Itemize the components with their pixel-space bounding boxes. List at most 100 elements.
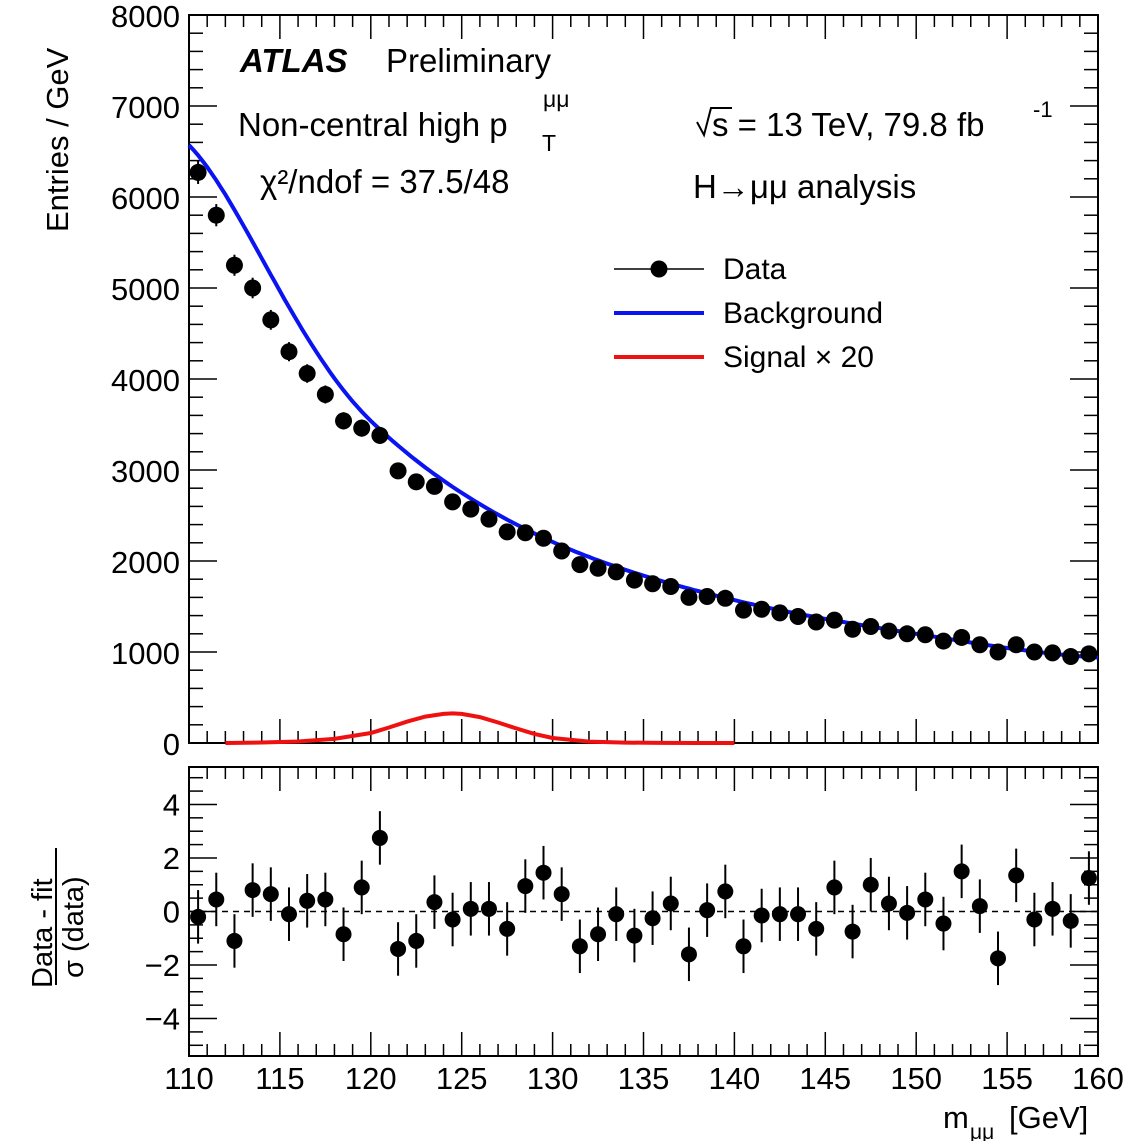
ratio-point: [1080, 870, 1097, 887]
data-point: [353, 419, 371, 437]
ratio-point: [590, 926, 607, 943]
data-point: [244, 279, 262, 297]
data-point: [571, 556, 589, 574]
ratio-point: [208, 891, 225, 908]
data-point: [535, 529, 553, 547]
ratio-point: [190, 908, 207, 925]
data-point: [444, 493, 462, 511]
category-label: Non-central high p: [238, 106, 508, 143]
data-point: [680, 588, 698, 606]
ratio-point: [662, 895, 679, 912]
ratio-y-denominator: σ (data): [58, 876, 90, 978]
main-y-tick-label: 1000: [111, 636, 180, 671]
main-y-tick-label: 7000: [111, 90, 180, 125]
ratio-point: [608, 906, 625, 923]
data-point: [189, 163, 207, 181]
ratio-axis-ticks: −4 −2 0 2 4 110 115 120 125 130 135 140 145 150 155 160: [145, 767, 1124, 1096]
ratio-point: [753, 907, 770, 924]
ratio-y-tick-label: 4: [163, 787, 180, 822]
data-point: [298, 365, 316, 383]
data-point: [789, 608, 807, 626]
data-point: [825, 611, 843, 629]
x-axis-title-m: m: [943, 1100, 969, 1135]
ratio-point: [826, 879, 843, 896]
data-point: [734, 601, 752, 619]
ratio-y-numerator: Data - fit: [27, 878, 59, 988]
chi2-label: χ²/ndof = 37.5/48: [260, 163, 509, 200]
x-tick-label: 115: [255, 1061, 304, 1096]
ratio-point: [717, 883, 734, 900]
ratio-point: [335, 926, 352, 943]
ratio-point: [990, 950, 1007, 967]
data-point: [1062, 648, 1080, 666]
x-axis-title: m μμ [GeV]: [943, 1100, 1088, 1141]
ratio-point: [553, 886, 570, 903]
data-point: [644, 575, 662, 593]
legend-item-signal: Signal × 20: [614, 341, 874, 374]
ratio-point: [680, 946, 697, 963]
data-point: [1025, 643, 1043, 661]
data-point: [934, 632, 952, 650]
x-tick-label: 155: [981, 1061, 1033, 1096]
ratio-point: [426, 894, 443, 911]
data-point: [425, 477, 443, 495]
ratio-point: [371, 829, 388, 846]
ratio-point: [517, 878, 534, 895]
ratio-point: [626, 927, 643, 944]
ratio-point: [299, 892, 316, 909]
data-point: [989, 643, 1007, 661]
ratio-point: [280, 906, 297, 923]
data-point: [771, 604, 789, 622]
data-point: [371, 426, 389, 444]
data-point: [716, 589, 734, 607]
data-point: [880, 622, 898, 640]
ratio-point: [862, 876, 879, 893]
x-axis-title-subscript: μμ: [970, 1121, 994, 1141]
main-y-tick-label: 8000: [111, 0, 180, 34]
signal-curve: [225, 711, 735, 745]
ratio-point: [935, 915, 952, 932]
ratio-point: [462, 900, 479, 917]
data-point: [862, 618, 880, 636]
analysis-label: H→μμ analysis: [693, 168, 916, 205]
data-point: [553, 542, 571, 560]
ratio-point: [262, 886, 279, 903]
legend-item-data: Data: [614, 253, 787, 286]
x-tick-label: 110: [164, 1061, 213, 1096]
x-tick-label: 120: [345, 1061, 397, 1096]
ratio-y-tick-label: −2: [145, 948, 180, 983]
category-subscript: T: [542, 130, 556, 156]
data-point: [953, 628, 971, 646]
legend: Data Background Signal × 20: [614, 253, 883, 374]
main-y-axis-title: Entries / GeV: [40, 47, 75, 232]
data-point: [916, 626, 934, 644]
data-point: [898, 625, 916, 643]
ratio-point: [353, 879, 370, 896]
ratio-point: [499, 920, 516, 937]
ratio-point: [899, 904, 916, 921]
ratio-point: [771, 906, 788, 923]
data-point: [316, 385, 334, 403]
ratio-point: [1008, 867, 1025, 884]
ratio-point: [1044, 900, 1061, 917]
data-point: [225, 256, 243, 274]
ratio-point: [1026, 911, 1043, 928]
data-point: [280, 343, 298, 361]
ratio-y-axis-title: Data - fit σ (data): [27, 848, 90, 988]
ratio-point: [699, 902, 716, 919]
ratio-point: [953, 863, 970, 880]
main-y-tick-label: 2000: [111, 545, 180, 580]
x-axis-title-unit: [GeV]: [1009, 1100, 1088, 1135]
main-y-tick-label: 4000: [111, 363, 180, 398]
main-y-tick-label: 6000: [111, 181, 180, 216]
data-point: [262, 311, 280, 329]
category-superscript: μμ: [543, 86, 570, 112]
data-point: [207, 206, 225, 224]
data-point: [1080, 645, 1098, 663]
data-point: [480, 510, 498, 528]
ratio-y-tick-label: 2: [163, 841, 180, 876]
data-point: [807, 613, 825, 631]
ratio-point: [844, 923, 861, 940]
ratio-point: [480, 900, 497, 917]
